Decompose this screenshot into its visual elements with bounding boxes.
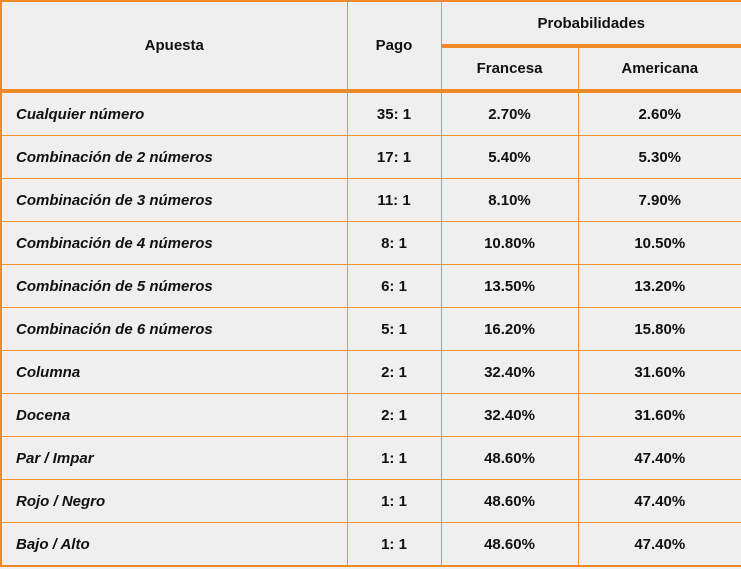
french-probability: 16.20% [440, 307, 579, 351]
american-probability: 47.40% [577, 436, 741, 480]
header-francesa: Francesa [440, 45, 579, 93]
american-probability: 10.50% [577, 221, 741, 265]
french-probability: 48.60% [440, 522, 579, 567]
bet-name: Combinación de 6 números [0, 307, 348, 351]
table-row: Combinación de 5 números 6: 1 13.50% 13.… [0, 264, 741, 308]
french-probability: 13.50% [440, 264, 579, 308]
bet-name: Docena [0, 393, 348, 437]
table-row: Rojo / Negro 1: 1 48.60% 47.40% [0, 479, 741, 523]
payout: 1: 1 [346, 479, 442, 523]
american-probability: 15.80% [577, 307, 741, 351]
bet-name: Bajo / Alto [0, 522, 348, 567]
american-probability: 7.90% [577, 178, 741, 222]
french-probability: 48.60% [440, 479, 579, 523]
french-probability: 5.40% [440, 135, 579, 179]
header-apuesta: Apuesta [0, 0, 348, 93]
french-probability: 48.60% [440, 436, 579, 480]
table-row: Par / Impar 1: 1 48.60% 47.40% [0, 436, 741, 480]
american-probability: 31.60% [577, 393, 741, 437]
french-probability: 32.40% [440, 350, 579, 394]
payout: 5: 1 [346, 307, 442, 351]
payout: 2: 1 [346, 350, 442, 394]
payout: 8: 1 [346, 221, 442, 265]
bet-name: Par / Impar [0, 436, 348, 480]
table-row: Docena 2: 1 32.40% 31.60% [0, 393, 741, 437]
bet-name: Combinación de 3 números [0, 178, 348, 222]
bet-name: Combinación de 2 números [0, 135, 348, 179]
payout: 11: 1 [346, 178, 442, 222]
american-probability: 5.30% [577, 135, 741, 179]
payout: 1: 1 [346, 436, 442, 480]
american-probability: 13.20% [577, 264, 741, 308]
header-americana: Americana [577, 45, 741, 93]
table-row: Bajo / Alto 1: 1 48.60% 47.40% [0, 522, 741, 567]
french-probability: 2.70% [440, 90, 579, 136]
table-row: Cualquier número 35: 1 2.70% 2.60% [0, 90, 741, 136]
header-row-sub: Francesa Americana [1, 45, 741, 93]
bet-name: Cualquier número [0, 90, 348, 136]
bet-name: Rojo / Negro [0, 479, 348, 523]
header-probabilidades: Probabilidades [440, 0, 741, 48]
american-probability: 47.40% [577, 479, 741, 523]
table-row: Columna 2: 1 32.40% 31.60% [0, 350, 741, 394]
header-pago: Pago [346, 0, 442, 93]
payout: 1: 1 [346, 522, 442, 567]
table-row: Combinación de 2 números 17: 1 5.40% 5.3… [0, 135, 741, 179]
header-row-top: Apuesta Pago Probabilidades [0, 0, 741, 93]
french-probability: 8.10% [440, 178, 579, 222]
bet-name: Combinación de 5 números [0, 264, 348, 308]
payout: 17: 1 [346, 135, 442, 179]
bet-name: Columna [0, 350, 348, 394]
french-probability: 10.80% [440, 221, 579, 265]
bet-name: Combinación de 4 números [0, 221, 348, 265]
payout: 35: 1 [346, 90, 442, 136]
payout: 6: 1 [346, 264, 442, 308]
table-row: Combinación de 6 números 5: 1 16.20% 15.… [0, 307, 741, 351]
table-row: Combinación de 4 números 8: 1 10.80% 10.… [0, 221, 741, 265]
table-row: Combinación de 3 números 11: 1 8.10% 7.9… [0, 178, 741, 222]
payout: 2: 1 [346, 393, 442, 437]
american-probability: 2.60% [577, 90, 741, 136]
french-probability: 32.40% [440, 393, 579, 437]
american-probability: 31.60% [577, 350, 741, 394]
american-probability: 47.40% [577, 522, 741, 567]
